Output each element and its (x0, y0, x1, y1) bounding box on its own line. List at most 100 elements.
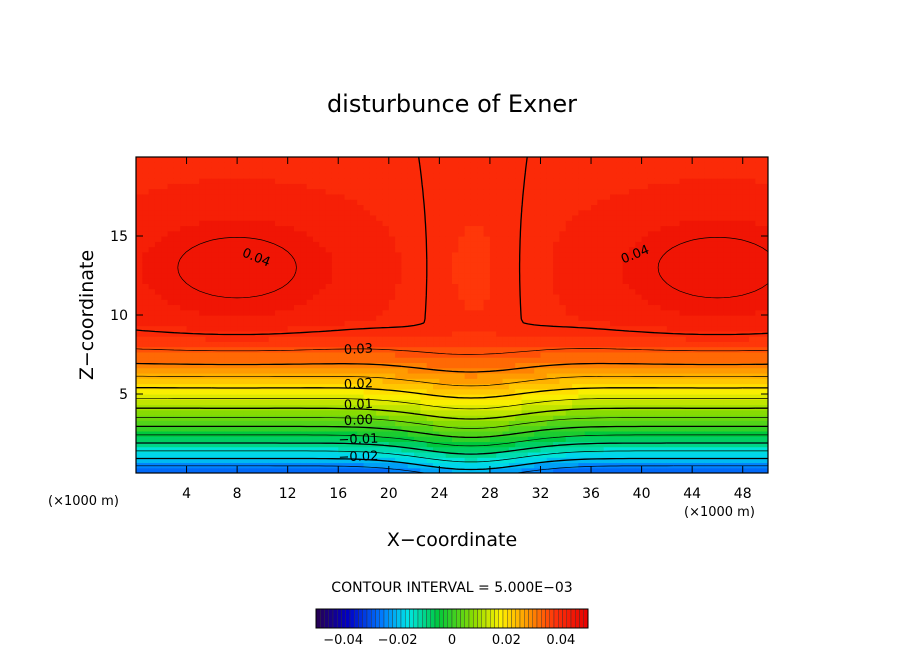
field-cell (388, 157, 396, 163)
field-cell (433, 220, 440, 227)
field-cell (186, 325, 194, 332)
field-cell (388, 388, 396, 395)
field-cell (382, 320, 390, 327)
field-cell (237, 172, 245, 179)
field-cell (256, 236, 263, 242)
field-cell (483, 336, 491, 342)
field-cell (243, 404, 251, 411)
field-cell (553, 404, 561, 411)
field-cell (433, 430, 440, 437)
field-cell (243, 288, 251, 295)
field-cell (395, 462, 403, 469)
field-cell (237, 283, 245, 290)
field-cell (483, 309, 491, 316)
field-cell (218, 420, 226, 427)
field-cell (622, 257, 630, 263)
field-cell (489, 315, 497, 321)
field-cell (635, 436, 643, 442)
field-cell (237, 167, 245, 174)
field-cell (628, 246, 636, 253)
field-cell (622, 357, 630, 363)
field-cell (294, 251, 301, 258)
field-cell (192, 446, 200, 453)
field-cell (515, 415, 523, 421)
field-cell (635, 309, 643, 316)
field-cell (527, 420, 535, 427)
field-cell (641, 462, 649, 469)
field-cell (300, 288, 308, 295)
field-cell (382, 351, 390, 358)
field-cell (312, 220, 320, 227)
field-cell (167, 262, 175, 269)
field-cell (660, 388, 668, 395)
field-cell (173, 378, 181, 385)
field-cell (268, 436, 276, 442)
field-cell (578, 251, 586, 258)
field-cell (414, 351, 421, 358)
field-cell (578, 272, 586, 279)
field-cell (338, 278, 346, 284)
field-cell (610, 283, 617, 290)
field-cell (546, 193, 554, 200)
field-cell (294, 394, 301, 400)
field-cell (230, 267, 238, 274)
field-cell (616, 415, 624, 421)
field-cell (452, 283, 459, 290)
field-cell (508, 188, 516, 195)
field-cell (622, 251, 630, 258)
field-cell (331, 420, 339, 427)
field-cell (603, 425, 611, 432)
field-cell (142, 346, 150, 353)
field-cell (230, 172, 238, 179)
field-cell (641, 230, 649, 237)
field-cell (414, 172, 421, 179)
field-cell (306, 362, 314, 369)
field-cell (192, 188, 200, 195)
field-cell (300, 167, 308, 174)
field-cell (262, 399, 270, 406)
field-cell (205, 236, 213, 242)
field-cell (148, 183, 156, 190)
field-cell (306, 220, 314, 227)
field-cell (180, 383, 188, 390)
field-cell (622, 204, 630, 211)
field-cell (489, 267, 497, 274)
field-cell (287, 446, 295, 453)
field-cell (205, 204, 213, 211)
field-cell (382, 304, 390, 311)
field-cell (414, 251, 421, 258)
field-cell (591, 199, 598, 205)
field-cell (591, 383, 598, 390)
field-cell (414, 394, 421, 400)
field-cell (464, 272, 472, 279)
field-cell (382, 409, 390, 416)
field-cell (483, 351, 491, 358)
field-cell (306, 272, 314, 279)
field-cell (243, 162, 251, 169)
field-cell (395, 372, 403, 379)
field-cell (173, 457, 181, 464)
field-cell (553, 246, 561, 253)
field-cell (508, 230, 516, 237)
field-cell (426, 325, 434, 332)
field-cell (256, 399, 263, 406)
field-cell (325, 388, 333, 395)
field-cell (268, 293, 276, 300)
field-cell (527, 320, 535, 327)
field-cell (136, 309, 143, 316)
field-cell (237, 325, 245, 332)
field-cell (154, 278, 162, 284)
field-cell (382, 372, 390, 379)
field-cell (294, 157, 301, 163)
field-cell (439, 230, 447, 237)
field-cell (376, 278, 384, 284)
field-cell (546, 188, 554, 195)
field-cell (136, 246, 143, 253)
field-cell (186, 372, 194, 379)
field-cell (237, 309, 245, 316)
field-cell (268, 220, 276, 227)
field-cell (268, 457, 276, 464)
field-cell (426, 251, 434, 258)
field-cell (597, 394, 605, 400)
field-cell (350, 167, 358, 174)
